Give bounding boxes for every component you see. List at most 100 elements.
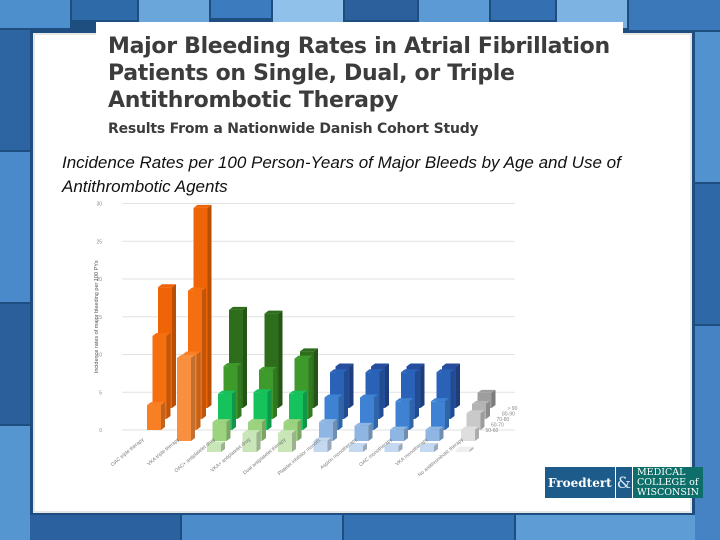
bar-face: [455, 449, 470, 452]
bar-top: [360, 394, 378, 398]
bar-top: [294, 355, 313, 359]
bar: [147, 402, 165, 430]
bar-face: [420, 445, 434, 452]
y-tick-label: 15: [96, 315, 102, 321]
bar-top: [466, 410, 485, 414]
bar-side: [363, 442, 367, 452]
bar-face: [212, 422, 227, 441]
bar-top: [278, 430, 296, 434]
legend-label: 70-80: [497, 417, 510, 423]
bar: [461, 426, 479, 441]
bar-top: [264, 310, 283, 314]
bar-side: [368, 422, 373, 441]
bar-top: [300, 348, 318, 352]
bar-top: [349, 442, 367, 446]
bar-top: [431, 398, 449, 402]
bar-side: [379, 369, 384, 419]
bar-side: [456, 363, 460, 408]
bar: [384, 442, 403, 452]
bar-face: [152, 335, 167, 419]
bar-face: [384, 445, 399, 452]
bar-side: [308, 355, 313, 419]
y-tick-label: 5: [99, 390, 102, 396]
bar-top: [177, 354, 195, 358]
logo-mcw-line3: WISCONSIN: [636, 486, 699, 498]
bar-side: [267, 389, 272, 430]
bar-side: [191, 354, 195, 441]
bar-side: [172, 284, 176, 408]
bar-side: [404, 426, 408, 441]
bar: [455, 446, 474, 452]
bar: [177, 354, 195, 441]
bar-side: [333, 419, 337, 441]
chart-caption: Incidence Rates per 100 Person-Years of …: [62, 153, 621, 196]
bar-top: [147, 402, 165, 406]
logo-mcw-line1: MEDICAL: [636, 466, 686, 478]
bar-top: [319, 419, 337, 423]
bar-face: [349, 445, 363, 452]
bar-top: [324, 394, 343, 398]
bar: [420, 442, 438, 452]
bar-top: [188, 287, 206, 291]
logo-froedtert: Froedtert: [545, 467, 615, 498]
legend-label: 50-60: [486, 428, 499, 434]
bar: [354, 422, 373, 441]
x-tick-label: VKA triple therapy: [146, 437, 181, 468]
bar-face: [425, 429, 440, 441]
bar-side: [415, 369, 419, 419]
bar-top: [436, 369, 455, 373]
bar-side: [314, 348, 318, 408]
bar-top: [152, 332, 171, 336]
bar-top: [229, 306, 247, 310]
y-tick-label: 0: [99, 428, 102, 434]
bar-side: [273, 366, 277, 419]
slide-subtitle: Results From a Nationwide Danish Cohort …: [108, 121, 479, 137]
bar-top: [182, 351, 201, 355]
bar-top: [242, 430, 261, 434]
bar: [212, 419, 231, 441]
bar-side: [243, 306, 247, 408]
bar-face: [395, 401, 410, 430]
bar-top: [390, 426, 408, 430]
bar-side: [256, 430, 261, 452]
bar-side: [221, 441, 225, 452]
bar-face: [242, 433, 257, 452]
bar-face: [431, 401, 445, 430]
bar-face: [466, 413, 481, 430]
bar: [395, 398, 414, 430]
bar-side: [349, 363, 354, 408]
legend-label: > 90: [508, 406, 518, 412]
x-tick-label: OAC monotherapy: [358, 437, 394, 469]
legend-label: 80-90: [502, 412, 515, 418]
bar-side: [420, 363, 425, 408]
bar: [425, 426, 444, 441]
bar-top: [384, 442, 403, 446]
bar-side: [232, 390, 236, 430]
y-tick-label: 20: [96, 277, 102, 283]
bar-side: [303, 390, 307, 430]
bar-top: [207, 441, 225, 445]
bar-side: [166, 332, 171, 419]
bleeding-rates-chart: 0 5 10 15 20 25 30 Incidence rates of major ble…: [94, 202, 518, 479]
bar-side: [491, 389, 496, 408]
bar-top: [420, 442, 438, 446]
bar-side: [486, 400, 490, 419]
bar-top: [330, 369, 348, 373]
logo-ampersand: &: [614, 467, 633, 498]
bar-top: [158, 284, 176, 288]
slide-title: Major Bleeding Rates in Atrial Fibrillat…: [108, 34, 610, 113]
y-axis: 0 5 10 15 20 25 30 Incidence rates of major ble…: [94, 202, 102, 435]
bar: [152, 332, 171, 419]
bar-face: [278, 433, 292, 452]
title-tab: [96, 22, 623, 42]
bar-side: [297, 419, 302, 441]
bar: [360, 394, 378, 430]
bar-face: [390, 429, 404, 441]
bar-face: [319, 422, 333, 441]
bar-side: [439, 426, 444, 441]
bar-top: [259, 366, 277, 370]
logo-mcw-line2: COLLEGE of: [636, 476, 699, 488]
bar-side: [278, 310, 283, 408]
bar: [431, 398, 449, 430]
bar-side: [338, 394, 343, 430]
